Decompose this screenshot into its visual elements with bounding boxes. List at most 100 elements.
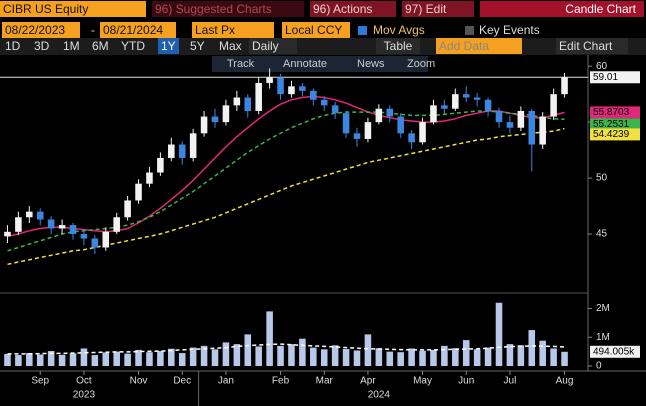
frequency-select[interactable]: Daily [249, 38, 297, 54]
volume-bar [310, 347, 317, 366]
volume-bar [441, 345, 448, 366]
candle-body [495, 110, 503, 123]
x-tick-label: Nov [130, 376, 148, 387]
menu-button[interactable]: 96) Actions [310, 1, 396, 17]
volume-bar [157, 351, 164, 366]
period-button[interactable]: YTD [121, 39, 145, 53]
candle-body [517, 110, 525, 128]
checkbox[interactable] [465, 26, 474, 35]
ticker-input[interactable]: CIBR US Equity [0, 1, 146, 17]
y-tick-label: 2M [596, 303, 610, 314]
volume-average [7, 343, 565, 355]
volume-bar [146, 352, 153, 366]
volume-bar [222, 342, 230, 366]
candle-body [397, 116, 404, 134]
volume-bar [408, 348, 415, 366]
x-tick-label: Dec [173, 376, 191, 387]
volume-bar [430, 349, 437, 366]
tool-button[interactable]: Track [227, 58, 255, 70]
tool-button[interactable]: Zoom [407, 58, 436, 70]
period-button[interactable]: 1Y [158, 38, 179, 54]
volume-bar [113, 351, 120, 366]
y-tick-label: 45 [596, 229, 608, 240]
candle-body [255, 82, 262, 111]
year-label: 2024 [368, 390, 391, 401]
volume-bar [124, 353, 131, 366]
volume-bar [102, 352, 110, 366]
volume-bar [517, 345, 525, 366]
y-tick-label: 60 [596, 61, 608, 72]
moving-average [7, 127, 565, 266]
checkbox[interactable] [358, 26, 367, 35]
candle-body [233, 97, 241, 106]
x-tick-label: Sep [31, 376, 49, 387]
x-tick-label: Aug [556, 376, 574, 387]
date-separator: - [91, 23, 95, 37]
candle-body [342, 113, 350, 134]
volume-bar [331, 345, 339, 366]
year-label: 2023 [73, 390, 96, 401]
period-button[interactable]: Max [219, 39, 242, 53]
candle-body [58, 225, 66, 229]
y-tick-label: 50 [596, 173, 608, 184]
candle-body [386, 108, 394, 117]
volume-bar [484, 347, 492, 366]
key-events-label[interactable]: Key Events [479, 23, 540, 37]
candle-body [102, 231, 110, 248]
volume-bar [233, 344, 241, 366]
volume-bar [47, 351, 55, 366]
tool-button[interactable]: News [357, 58, 385, 70]
volume-bar [419, 350, 426, 366]
table-button[interactable]: Table [376, 38, 420, 54]
volume-bar [200, 345, 208, 366]
x-tick-label: Mar [316, 376, 334, 387]
tool-button[interactable]: Annotate [283, 58, 328, 70]
tool-bar: Track Annotate News Zoom [212, 56, 435, 72]
candle-body [113, 217, 120, 232]
candle-body [168, 144, 175, 158]
candle-body [244, 97, 252, 111]
period-button[interactable]: 5Y [190, 39, 205, 53]
y-tick-label: 1M [596, 332, 610, 343]
candle-body [4, 231, 11, 237]
period-button[interactable]: 6M [92, 39, 109, 53]
add-data-input[interactable]: Add Data [436, 38, 522, 54]
period-button[interactable]: 1M [63, 39, 80, 53]
candle-body [310, 90, 317, 100]
menu-button[interactable]: 96) Suggested Charts [152, 1, 304, 17]
last-price-label-box [590, 71, 640, 84]
volume-bar [4, 353, 11, 366]
last-volume-label-box [590, 345, 640, 358]
average-label-box [590, 128, 640, 141]
candle-body [211, 116, 219, 123]
candle-body [157, 157, 164, 173]
mov-avgs-label[interactable]: Mov Avgs [373, 23, 425, 37]
volume-bar [528, 330, 536, 366]
candle-body [178, 144, 186, 158]
average-label: 54.4239 [593, 129, 630, 140]
period-button[interactable]: 1D [5, 39, 21, 53]
candle-body [80, 234, 88, 239]
volume-bar [189, 347, 197, 366]
volume-bar [255, 346, 262, 366]
field-select[interactable]: Last Px [192, 22, 274, 38]
start-date[interactable]: 08/22/2023 [2, 22, 80, 38]
volume-bar [211, 349, 219, 366]
moving-average [7, 110, 565, 252]
average-label-box [590, 106, 640, 119]
end-date[interactable]: 08/21/2024 [100, 22, 176, 38]
y-tick-label: 55 [596, 117, 608, 128]
last-price-label: 59.01 [593, 72, 618, 83]
candle-body [353, 133, 361, 139]
currency-select[interactable]: Local CCY [282, 22, 350, 38]
edit-chart-button[interactable]: Edit Chart [556, 38, 628, 54]
candle-body [561, 77, 568, 95]
average-label: 55.2531 [593, 119, 630, 130]
candle-body [408, 133, 415, 143]
x-tick-label: Apr [360, 376, 376, 387]
volume-bar [473, 349, 481, 366]
menu-button[interactable]: 97) Edit [402, 1, 474, 17]
period-button[interactable]: 3D [34, 39, 50, 53]
volume-bar [320, 349, 328, 366]
